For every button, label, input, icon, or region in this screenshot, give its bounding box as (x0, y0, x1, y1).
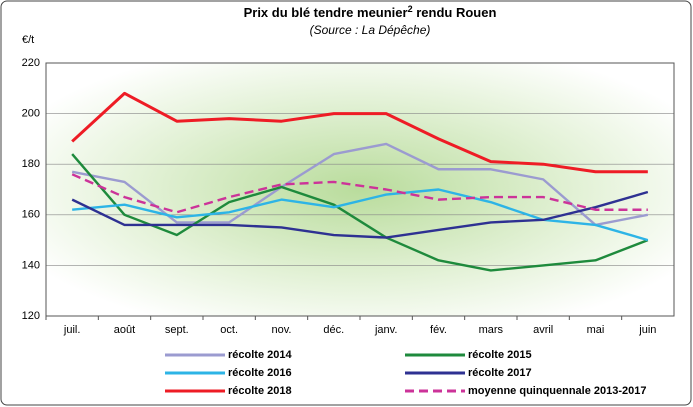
x-tick-label: déc. (323, 324, 344, 336)
y-tick-label: 220 (22, 57, 40, 69)
x-tick-label: mars (479, 324, 504, 336)
y-tick-label: 120 (22, 310, 40, 322)
x-tick-label: août (114, 324, 135, 336)
y-tick-label: 140 (22, 259, 40, 271)
x-tick-label: fév. (430, 324, 447, 336)
x-tick-label: janv. (374, 324, 397, 336)
series-line (71, 173, 648, 214)
plot-area (46, 63, 674, 316)
x-tick-label: mai (587, 324, 605, 336)
legend-label: récolte 2018 (228, 385, 292, 397)
x-tick-label: sept. (165, 324, 189, 336)
legend-label: récolte 2015 (468, 349, 532, 361)
series-line (71, 153, 649, 272)
x-tick-label: oct. (220, 324, 238, 336)
series-line (71, 190, 649, 239)
legend-label: moyenne quinquennale 2013-2017 (468, 385, 647, 397)
y-axis-label: €/t (22, 34, 34, 46)
chart-subtitle: (Source : La Dépêche) (310, 23, 431, 37)
y-tick-label: 200 (22, 108, 40, 120)
legend-label: récolte 2017 (468, 367, 532, 379)
series-line (72, 188, 649, 242)
x-tick-label: juin (638, 324, 656, 336)
legend-label: récolte 2016 (228, 367, 292, 379)
y-tick-label: 180 (22, 158, 40, 170)
x-tick-label: avril (533, 324, 553, 336)
legend-label: récolte 2014 (228, 349, 292, 361)
series-line (71, 91, 648, 174)
chart-title: Prix du blé tendre meunier2 rendu Rouen (244, 4, 497, 20)
x-tick-label: juil. (63, 324, 81, 336)
x-tick-label: nov. (272, 324, 292, 336)
y-tick-label: 160 (22, 209, 40, 221)
